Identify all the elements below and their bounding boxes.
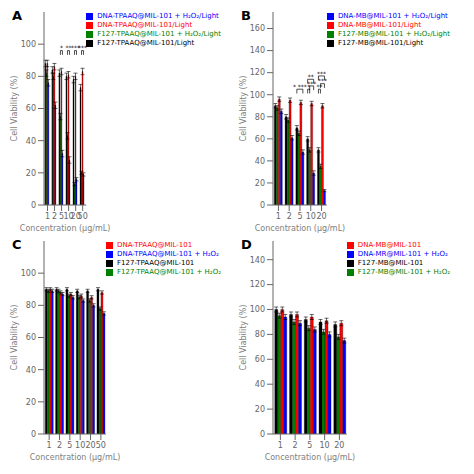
svg-text:140: 140: [250, 256, 265, 265]
svg-text:50: 50: [96, 441, 106, 450]
svg-text:Concentration (μg/mL): Concentration (μg/mL): [30, 453, 121, 462]
svg-text:60: 60: [255, 135, 265, 144]
svg-text:Concentration (μg/mL): Concentration (μg/mL): [265, 453, 356, 462]
svg-text:0: 0: [31, 201, 36, 210]
svg-text:60: 60: [26, 104, 36, 113]
svg-text:20: 20: [26, 169, 36, 178]
svg-text:20: 20: [255, 179, 265, 188]
svg-text:Cell Viability (%): Cell Viability (%): [239, 305, 248, 371]
svg-text:***: ***: [317, 70, 326, 77]
svg-text:2: 2: [293, 441, 298, 450]
svg-text:20: 20: [316, 212, 326, 221]
svg-text:Cell Viability (%): Cell Viability (%): [10, 76, 19, 142]
svg-text:160: 160: [250, 24, 265, 33]
svg-text:120: 120: [250, 68, 265, 77]
svg-text:Concentration (μg/mL): Concentration (μg/mL): [255, 224, 346, 233]
svg-text:100: 100: [250, 91, 265, 100]
svg-text:20: 20: [26, 398, 36, 407]
svg-text:20: 20: [334, 441, 344, 450]
svg-text:1: 1: [278, 441, 283, 450]
svg-text:5: 5: [307, 441, 312, 450]
svg-text:60: 60: [26, 333, 36, 342]
svg-text:2: 2: [57, 441, 62, 450]
svg-text:80: 80: [255, 113, 265, 122]
svg-text:40: 40: [255, 380, 265, 389]
svg-text:20: 20: [255, 405, 265, 414]
svg-text:10: 10: [75, 441, 85, 450]
svg-text:140: 140: [250, 46, 265, 55]
svg-text:120: 120: [250, 280, 265, 289]
svg-text:1: 1: [45, 212, 50, 221]
svg-text:80: 80: [26, 301, 36, 310]
svg-text:10: 10: [320, 441, 330, 450]
svg-text:40: 40: [26, 366, 36, 375]
svg-text:20: 20: [85, 441, 95, 450]
svg-text:* ***: * ***: [293, 83, 307, 90]
svg-text:Cell Viability (%): Cell Viability (%): [10, 305, 19, 371]
svg-text:Cell Viability (%): Cell Viability (%): [239, 76, 248, 142]
svg-text:40: 40: [255, 157, 265, 166]
svg-text:50: 50: [78, 212, 88, 221]
svg-text:0: 0: [260, 430, 265, 439]
svg-text:40: 40: [26, 137, 36, 146]
svg-text:5: 5: [297, 212, 302, 221]
svg-text:60: 60: [255, 355, 265, 364]
svg-text:80: 80: [26, 72, 36, 81]
svg-text:0: 0: [260, 201, 265, 210]
svg-text:100: 100: [21, 269, 36, 278]
svg-text:2: 2: [52, 212, 57, 221]
svg-text:100: 100: [250, 305, 265, 314]
svg-text:*: *: [60, 44, 63, 51]
svg-text:100: 100: [21, 40, 36, 49]
svg-text:***: ***: [307, 80, 316, 87]
svg-text:***: ***: [78, 44, 87, 51]
svg-text:1: 1: [276, 212, 281, 221]
svg-text:80: 80: [255, 330, 265, 339]
svg-text:10: 10: [306, 212, 316, 221]
svg-text:0: 0: [31, 430, 36, 439]
svg-text:***: ***: [318, 77, 327, 84]
svg-text:2: 2: [287, 212, 292, 221]
svg-text:Concentration (μg/mL): Concentration (μg/mL): [20, 224, 111, 233]
svg-text:5: 5: [67, 441, 72, 450]
svg-text:1: 1: [47, 441, 52, 450]
